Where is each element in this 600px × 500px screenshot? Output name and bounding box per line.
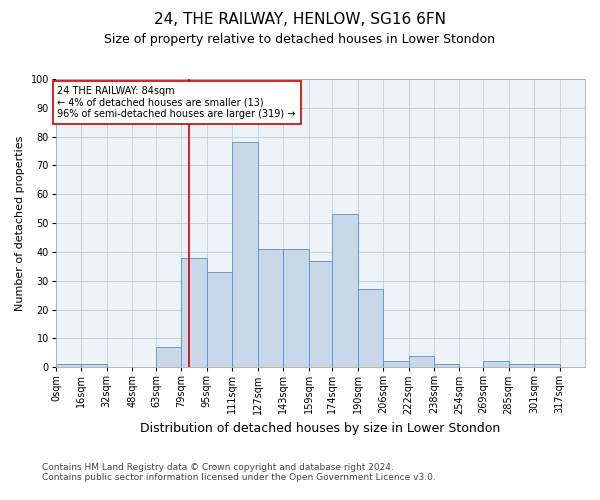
Bar: [232, 142, 257, 367]
Bar: [181, 258, 207, 367]
Bar: [257, 249, 283, 367]
Text: 24 THE RAILWAY: 84sqm
← 4% of detached houses are smaller (13)
96% of semi-detac: 24 THE RAILWAY: 84sqm ← 4% of detached h…: [58, 86, 296, 120]
Bar: [509, 364, 534, 367]
Text: 24, THE RAILWAY, HENLOW, SG16 6FN: 24, THE RAILWAY, HENLOW, SG16 6FN: [154, 12, 446, 28]
Bar: [308, 260, 332, 367]
Text: Contains HM Land Registry data © Crown copyright and database right 2024.: Contains HM Land Registry data © Crown c…: [42, 464, 394, 472]
Bar: [534, 364, 560, 367]
Bar: [434, 364, 460, 367]
Bar: [409, 356, 434, 367]
Bar: [81, 364, 107, 367]
Bar: [484, 362, 509, 367]
Bar: [383, 362, 409, 367]
Bar: [207, 272, 232, 367]
Bar: [56, 364, 81, 367]
Text: Contains public sector information licensed under the Open Government Licence v3: Contains public sector information licen…: [42, 473, 436, 482]
Bar: [358, 290, 383, 367]
Y-axis label: Number of detached properties: Number of detached properties: [15, 136, 25, 311]
Bar: [283, 249, 308, 367]
Text: Size of property relative to detached houses in Lower Stondon: Size of property relative to detached ho…: [104, 32, 496, 46]
X-axis label: Distribution of detached houses by size in Lower Stondon: Distribution of detached houses by size …: [140, 422, 500, 435]
Bar: [332, 214, 358, 367]
Bar: [156, 347, 181, 367]
